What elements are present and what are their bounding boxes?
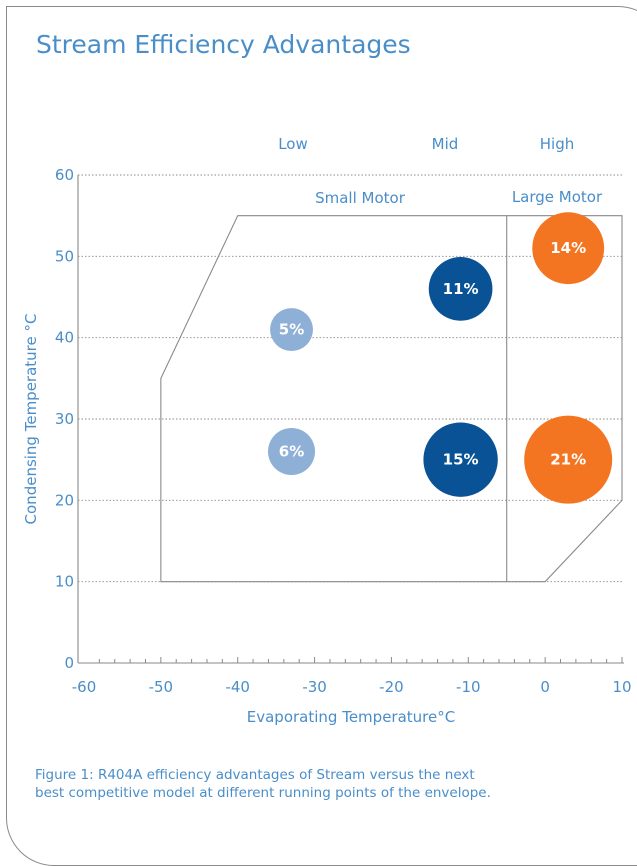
- x-axis-title: Evaporating Temperature°C: [247, 708, 455, 726]
- zone-label-low: Low: [278, 135, 308, 153]
- x-tick-label: 0: [540, 678, 550, 696]
- bubble-label-15: 15%: [443, 451, 479, 469]
- zone-label-mid: Mid: [432, 135, 459, 153]
- y-tick-label: 30: [55, 410, 74, 428]
- bubble-21: [524, 415, 613, 504]
- bubble-6: [267, 428, 316, 476]
- x-tick-label: 10: [612, 678, 631, 696]
- bubble-5: [270, 308, 313, 352]
- operating-envelope: [160, 215, 623, 583]
- figure-caption: Figure 1: R404A efficiency advantages of…: [35, 766, 625, 802]
- y-tick-label: 40: [55, 329, 74, 347]
- bubble-label-21: 21%: [550, 451, 586, 469]
- axes: [77, 175, 624, 664]
- y-axis-title: Condensing Temperature °C: [22, 314, 40, 525]
- y-tick-label: 50: [55, 247, 74, 265]
- x-tick-label: -60: [72, 678, 97, 696]
- x-tick-label: -10: [456, 678, 481, 696]
- large-motor-label: Large Motor: [512, 188, 603, 206]
- bubble-label-5: 5%: [279, 321, 304, 339]
- bubble-14: [532, 212, 605, 285]
- bubble-label-14: 14%: [550, 239, 586, 257]
- x-tick-label: -20: [379, 678, 404, 696]
- bubbles: 5% 6% 11% 15% 14% 21%: [267, 212, 613, 504]
- y-tick-label: 20: [55, 491, 74, 509]
- x-tick-label: -40: [225, 678, 250, 696]
- y-tick-label: 10: [55, 573, 74, 591]
- caption-line-2: best competitive model at different runn…: [35, 785, 491, 801]
- bubble-11: [428, 257, 493, 321]
- bubble-label-6: 6%: [279, 443, 304, 461]
- x-tick-label: -50: [149, 678, 174, 696]
- y-tick-label: 60: [55, 166, 74, 184]
- envelope-outline: [160, 215, 623, 583]
- axis-labels: -60 -50 -40 -30 -20 -10 0 10 0 10 20 30 40 50 60 Evapor…: [22, 135, 632, 726]
- bubble-15: [423, 422, 498, 497]
- chart-title: Stream Efficiency Advantages: [36, 30, 411, 59]
- small-motor-label: Small Motor: [315, 189, 406, 207]
- zone-label-high: High: [540, 135, 574, 153]
- y-tick-label: 0: [64, 654, 74, 672]
- bubble-label-11: 11%: [443, 280, 479, 298]
- x-tick-label: -30: [302, 678, 327, 696]
- caption-line-1: Figure 1: R404A efficiency advantages of…: [35, 767, 475, 783]
